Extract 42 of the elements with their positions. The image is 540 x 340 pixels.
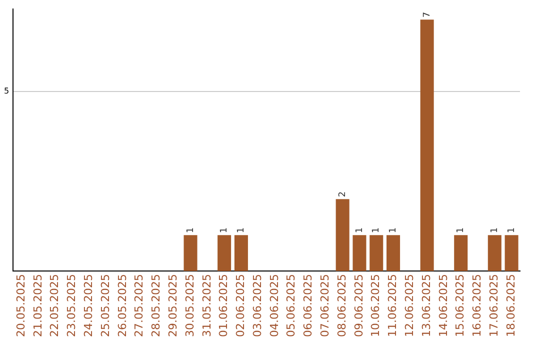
x-tick-label: 14.06.2025 — [436, 274, 450, 338]
x-tick-label: 22.05.2025 — [48, 274, 62, 338]
data-label: 7 — [422, 12, 432, 18]
x-tick-label: 21.05.2025 — [31, 274, 44, 338]
x-tick-label: 17.06.2025 — [488, 274, 501, 338]
x-tick-label: 09.06.2025 — [352, 274, 366, 338]
x-tick-label: 25.05.2025 — [98, 274, 112, 338]
x-tick-label: 02.06.2025 — [234, 274, 248, 338]
data-label: 1 — [236, 227, 247, 234]
data-label: 1 — [372, 227, 382, 234]
data-label: 1 — [456, 227, 466, 234]
x-tick-label: 16.06.2025 — [470, 274, 484, 338]
x-tick-label: 30.05.2025 — [183, 274, 196, 338]
data-label: 1 — [354, 227, 365, 234]
x-tick-label: 07.06.2025 — [318, 274, 332, 338]
x-tick-label: 10.06.2025 — [369, 274, 382, 338]
y-tick-label: 5 — [4, 86, 10, 96]
x-tick-label: 05.06.2025 — [284, 274, 298, 338]
data-label: 1 — [186, 227, 196, 234]
x-tick-label: 06.06.2025 — [302, 274, 315, 338]
x-tick-label: 28.05.2025 — [150, 274, 163, 338]
x-tick-label: 03.06.2025 — [250, 274, 264, 338]
x-tick-label: 27.05.2025 — [132, 274, 146, 338]
x-tick-label: 23.05.2025 — [65, 274, 78, 338]
data-label: 1 — [388, 227, 399, 234]
x-tick-label: 24.05.2025 — [82, 274, 95, 338]
x-tick-label: 15.06.2025 — [454, 274, 467, 338]
x-tick-label: 04.06.2025 — [268, 274, 281, 338]
x-tick-label: 12.06.2025 — [403, 274, 416, 338]
data-label: 1 — [506, 227, 517, 234]
x-tick-label: 29.05.2025 — [166, 274, 180, 338]
x-tick-label: 18.06.2025 — [504, 274, 518, 338]
x-tick-label: 26.05.2025 — [116, 274, 129, 338]
data-label: 1 — [490, 227, 500, 234]
x-tick-label: 31.05.2025 — [200, 274, 214, 338]
x-tick-label: 11.06.2025 — [386, 274, 400, 338]
x-tick-label: 13.06.2025 — [420, 274, 433, 338]
x-tick-label: 01.06.2025 — [217, 274, 230, 338]
data-label: 2 — [338, 191, 348, 198]
data-label: 1 — [220, 227, 230, 234]
x-tick-label: 20.05.2025 — [14, 274, 28, 338]
x-tick-label: 08.06.2025 — [335, 274, 348, 338]
